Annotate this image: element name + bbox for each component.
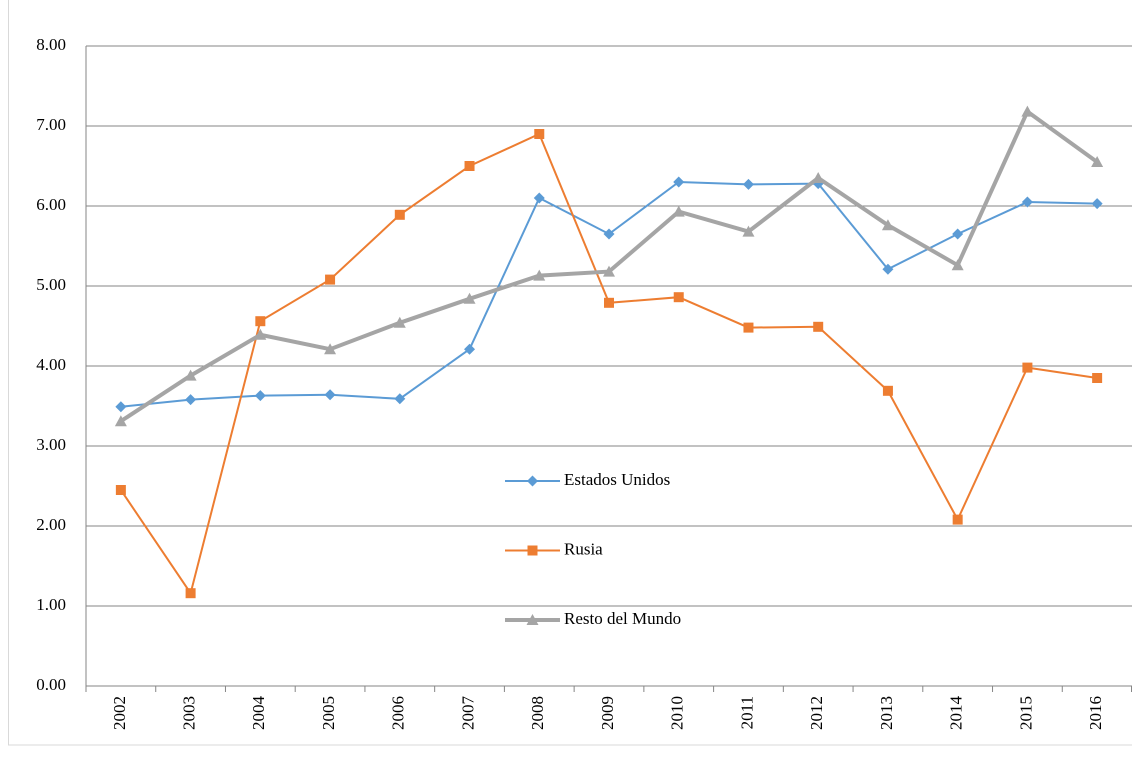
- marker: [324, 389, 336, 401]
- y-tick-label: 6.00: [36, 195, 66, 214]
- marker: [1021, 105, 1034, 117]
- marker: [603, 265, 615, 277]
- legend-label: Rusia: [564, 539, 603, 558]
- y-tick-label: 7.00: [36, 115, 66, 134]
- marker: [533, 192, 545, 204]
- marker: [185, 394, 197, 406]
- marker: [464, 161, 475, 171]
- y-tick-label: 0.00: [36, 675, 66, 694]
- marker: [951, 259, 964, 271]
- marker: [184, 369, 197, 381]
- marker: [882, 385, 893, 396]
- x-tick-label: 2016: [1086, 696, 1105, 730]
- x-tick-label: 2002: [110, 696, 129, 730]
- marker: [534, 129, 545, 139]
- marker: [533, 269, 546, 281]
- marker: [881, 219, 894, 231]
- x-tick-label: 2013: [877, 696, 896, 730]
- marker: [254, 390, 266, 402]
- marker: [1091, 156, 1104, 167]
- marker: [672, 205, 685, 217]
- y-tick-label: 3.00: [36, 435, 66, 454]
- x-tick-label: 2009: [598, 696, 617, 730]
- marker: [393, 316, 406, 328]
- marker: [325, 274, 336, 285]
- x-tick-label: 2014: [947, 696, 966, 731]
- series-line: [120, 180, 1098, 408]
- marker: [115, 401, 127, 413]
- legend-label: Resto del Mundo: [564, 609, 681, 628]
- marker: [255, 316, 266, 327]
- marker: [1021, 196, 1033, 208]
- marker: [254, 328, 267, 340]
- marker: [1022, 362, 1033, 373]
- marker: [813, 321, 824, 332]
- x-tick-label: 2004: [249, 696, 268, 731]
- x-tick-label: 2010: [668, 696, 687, 730]
- legend-label: Estados Unidos: [564, 470, 670, 489]
- marker: [185, 588, 196, 599]
- marker: [603, 228, 615, 240]
- x-tick-label: 2015: [1016, 696, 1035, 730]
- x-tick-label: 2008: [528, 696, 547, 730]
- y-tick-label: 2.00: [36, 515, 66, 534]
- y-tick-label: 4.00: [36, 355, 66, 374]
- marker: [527, 475, 538, 487]
- y-tick-label: 5.00: [36, 275, 66, 294]
- marker: [464, 343, 476, 355]
- y-tick-label: 8.00: [36, 35, 66, 54]
- marker: [673, 292, 684, 303]
- marker: [527, 545, 538, 556]
- marker: [673, 176, 685, 188]
- marker: [115, 485, 126, 495]
- marker: [743, 322, 754, 333]
- marker: [742, 178, 754, 190]
- x-tick-label: 2007: [458, 696, 477, 731]
- marker: [882, 263, 894, 275]
- x-tick-label: 2011: [737, 696, 756, 729]
- marker: [463, 292, 476, 304]
- x-tick-label: 2003: [180, 696, 199, 730]
- marker: [604, 297, 614, 308]
- x-tick-label: 2006: [389, 696, 408, 730]
- marker: [114, 415, 127, 427]
- marker: [742, 225, 755, 237]
- y-tick-label: 1.00: [36, 595, 66, 614]
- marker: [526, 614, 539, 625]
- marker: [812, 172, 825, 183]
- chart-frame: [8, 0, 1132, 746]
- marker: [394, 209, 405, 220]
- series-line: [120, 132, 1098, 596]
- marker: [394, 393, 406, 405]
- marker: [952, 514, 963, 525]
- marker: [1092, 373, 1103, 383]
- marker: [952, 228, 964, 240]
- x-tick-label: 2005: [319, 696, 338, 730]
- marker: [1091, 198, 1103, 210]
- x-tick-label: 2012: [807, 696, 826, 730]
- marker: [324, 343, 337, 355]
